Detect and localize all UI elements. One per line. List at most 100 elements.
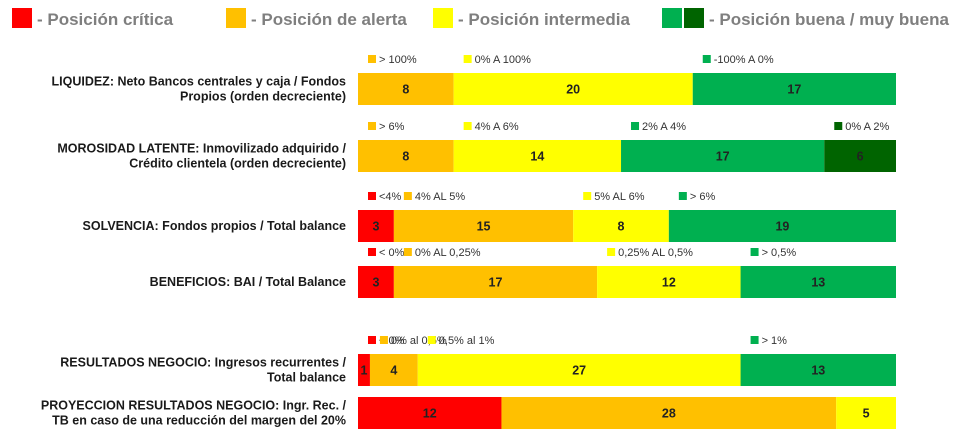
data-label: 15 [477, 220, 491, 234]
range-annotation: 2% A 4% [642, 121, 686, 133]
range-annotation: 0% A 100% [475, 54, 531, 66]
range-annotation: > 6% [379, 121, 405, 133]
data-label: 3 [372, 276, 379, 290]
range-annotation: 0,25% AL 0,5% [618, 247, 693, 259]
annotation-marker [750, 336, 759, 344]
chart-row-0: LIQUIDEZ: Neto Bancos centrales y caja /… [51, 54, 896, 105]
bar-segment [358, 210, 394, 242]
range-annotation: < 0% [379, 247, 405, 259]
data-label: 6 [857, 150, 864, 164]
chart-rows: LIQUIDEZ: Neto Bancos centrales y caja /… [41, 54, 896, 429]
data-label: 19 [775, 220, 789, 234]
bar-segment [393, 210, 574, 242]
legend-swatch-good [662, 8, 682, 28]
range-annotation: 0,5% al 1% [439, 335, 495, 347]
legend: - Posición crítica - Posición de alerta - … [12, 8, 949, 29]
annotation-marker [678, 192, 687, 200]
bar-segment [824, 140, 896, 172]
legend-label: - Posición crítica [37, 10, 174, 29]
row-label: Crédito clientela (orden decreciente) [129, 157, 346, 171]
bar-segment [692, 73, 896, 105]
chart-row-4: RESULTADOS NEGOCIO: Ingresos recurrentes… [60, 335, 896, 386]
chart-row-2: SOLVENCIA: Fondos propios / Total balanc… [83, 191, 896, 242]
bar-segment [393, 266, 598, 298]
range-annotation: -100% A 0% [714, 54, 774, 66]
bar-segment [358, 140, 454, 172]
annotation-marker [702, 55, 711, 63]
legend-label: - Posición buena / muy buena [709, 10, 949, 29]
range-annotation: > 6% [690, 191, 716, 203]
row-label: PROYECCION RESULTADOS NEGOCIO: Ingr. Rec… [41, 399, 347, 413]
row-label: Total balance [267, 371, 346, 385]
bar-segment [740, 354, 896, 386]
bar-segment [836, 397, 896, 429]
bar-segment [668, 210, 896, 242]
row-label: MOROSIDAD LATENTE: Inmovilizado adquirid… [57, 142, 346, 156]
range-annotation: 4% AL 5% [415, 191, 466, 203]
legend-swatch-very_good [684, 8, 704, 28]
bar-segment [501, 397, 837, 429]
data-label: 12 [423, 407, 437, 421]
annotation-marker [607, 248, 616, 256]
range-annotation: 5% AL 6% [594, 191, 645, 203]
data-label: 8 [618, 220, 625, 234]
data-label: 17 [489, 276, 503, 290]
annotation-marker [583, 192, 592, 200]
data-label: 4 [390, 364, 397, 378]
chart-row-5: PROYECCION RESULTADOS NEGOCIO: Ingr. Rec… [41, 397, 896, 429]
annotation-marker [463, 122, 472, 130]
annotation-marker [403, 192, 412, 200]
row-label: Propios (orden decreciente) [180, 90, 346, 104]
range-annotation: 0% A 2% [845, 121, 889, 133]
row-label: BENEFICIOS: BAI / Total Balance [150, 275, 346, 289]
row-label: LIQUIDEZ: Neto Bancos centrales y caja /… [51, 75, 346, 89]
bar-segment [369, 354, 418, 386]
annotation-marker [463, 55, 472, 63]
data-label: 13 [811, 276, 825, 290]
annotation-marker [379, 336, 388, 344]
data-label: 27 [572, 364, 586, 378]
annotation-marker [403, 248, 412, 256]
bar-segment [740, 266, 896, 298]
bar-segment [358, 73, 454, 105]
annotation-marker [368, 192, 376, 200]
data-label: 17 [716, 150, 730, 164]
data-label: 20 [566, 83, 580, 97]
data-label: 1 [361, 364, 368, 378]
annotation-marker [368, 55, 376, 63]
data-label: 8 [402, 150, 409, 164]
data-label: 8 [402, 83, 409, 97]
row-label: RESULTADOS NEGOCIO: Ingresos recurrentes… [60, 356, 346, 370]
range-annotation: > 0,5% [762, 247, 797, 259]
row-label: SOLVENCIA: Fondos propios / Total balanc… [83, 219, 346, 233]
annotation-marker [368, 248, 376, 256]
range-annotation: <4% [379, 191, 402, 203]
range-annotation: > 100% [379, 54, 417, 66]
legend-label: - Posición intermedia [458, 10, 630, 29]
bar-segment [358, 354, 370, 386]
bar-segment [358, 397, 502, 429]
legend-swatch-alert [226, 8, 246, 28]
annotation-marker [750, 248, 759, 256]
bar-segment [597, 266, 741, 298]
annotation-marker [368, 336, 376, 344]
annotation-marker [427, 336, 436, 344]
bar-segment [453, 140, 622, 172]
data-label: 17 [787, 83, 801, 97]
range-annotation: 4% A 6% [475, 121, 519, 133]
data-label: 5 [863, 407, 870, 421]
range-annotation: > 1% [762, 335, 788, 347]
chart-row-3: BENEFICIOS: BAI / Total Balance 3 < 0% 17 0%… [150, 247, 896, 298]
legend-swatch-critical [12, 8, 32, 28]
data-label: 12 [662, 276, 676, 290]
legend-label: - Posición de alerta [251, 10, 407, 29]
bar-segment [417, 354, 741, 386]
data-label: 13 [811, 364, 825, 378]
chart-row-1: MOROSIDAD LATENTE: Inmovilizado adquirid… [57, 121, 896, 172]
data-label: 14 [530, 150, 544, 164]
data-label: 3 [372, 220, 379, 234]
data-label: 28 [662, 407, 676, 421]
legend-swatch-intermediate [433, 8, 453, 28]
annotation-marker [368, 122, 376, 130]
